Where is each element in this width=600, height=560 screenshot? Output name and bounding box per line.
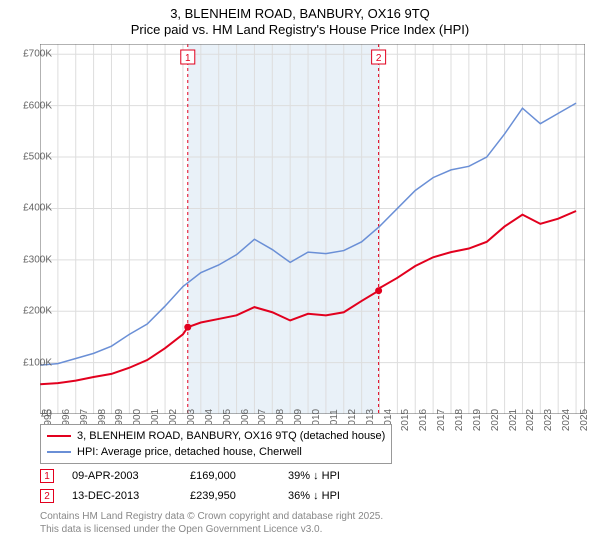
title-block: 3, BLENHEIM ROAD, BANBURY, OX16 9TQ Pric… bbox=[0, 0, 600, 39]
chart-container: 3, BLENHEIM ROAD, BANBURY, OX16 9TQ Pric… bbox=[0, 0, 600, 560]
svg-text:2: 2 bbox=[376, 53, 382, 64]
x-tick-label: 2017 bbox=[436, 409, 447, 431]
sale-markers-table: 1 09-APR-2003 £169,000 39% ↓ HPI 2 13-DE… bbox=[40, 466, 378, 506]
credits-line1: Contains HM Land Registry data © Crown c… bbox=[40, 510, 383, 523]
line-chart: 12 bbox=[40, 44, 585, 414]
legend-item-hpi: HPI: Average price, detached house, Cher… bbox=[47, 444, 385, 460]
sale-marker-price-1: £169,000 bbox=[190, 470, 270, 482]
legend-label-property: 3, BLENHEIM ROAD, BANBURY, OX16 9TQ (det… bbox=[77, 430, 385, 442]
y-tick-label: £300K bbox=[23, 254, 52, 265]
sale-marker-price-2: £239,950 bbox=[190, 490, 270, 502]
x-tick-label: 2022 bbox=[525, 409, 536, 431]
y-tick-label: £600K bbox=[23, 100, 52, 111]
sale-marker-date-1: 09-APR-2003 bbox=[72, 470, 172, 482]
svg-text:1: 1 bbox=[185, 53, 191, 64]
credits: Contains HM Land Registry data © Crown c… bbox=[40, 510, 383, 536]
x-tick-label: 2018 bbox=[454, 409, 465, 431]
y-tick-label: £500K bbox=[23, 152, 52, 163]
legend: 3, BLENHEIM ROAD, BANBURY, OX16 9TQ (det… bbox=[40, 424, 392, 464]
credits-line2: This data is licensed under the Open Gov… bbox=[40, 523, 383, 536]
chart-area: 12 bbox=[40, 44, 585, 414]
title-subtitle: Price paid vs. HM Land Registry's House … bbox=[0, 22, 600, 37]
y-tick-label: £100K bbox=[23, 357, 52, 368]
sale-marker-row-1: 1 09-APR-2003 £169,000 39% ↓ HPI bbox=[40, 466, 378, 486]
x-tick-label: 2019 bbox=[472, 409, 483, 431]
y-tick-label: £700K bbox=[23, 49, 52, 60]
sale-marker-badge-2: 2 bbox=[40, 489, 54, 503]
sale-marker-vshpi-1: 39% ↓ HPI bbox=[288, 470, 378, 482]
x-tick-label: 2015 bbox=[400, 409, 411, 431]
x-tick-label: 2024 bbox=[561, 409, 572, 431]
x-tick-label: 2025 bbox=[579, 409, 590, 431]
legend-swatch-hpi bbox=[47, 451, 71, 453]
x-tick-label: 2020 bbox=[490, 409, 501, 431]
title-address: 3, BLENHEIM ROAD, BANBURY, OX16 9TQ bbox=[0, 6, 600, 21]
sale-marker-date-2: 13-DEC-2013 bbox=[72, 490, 172, 502]
legend-swatch-property bbox=[47, 435, 71, 437]
x-tick-label: 2021 bbox=[508, 409, 519, 431]
sale-marker-badge-1: 1 bbox=[40, 469, 54, 483]
x-tick-label: 2023 bbox=[543, 409, 554, 431]
x-tick-label: 2016 bbox=[418, 409, 429, 431]
y-tick-label: £400K bbox=[23, 203, 52, 214]
legend-label-hpi: HPI: Average price, detached house, Cher… bbox=[77, 446, 302, 458]
sale-marker-row-2: 2 13-DEC-2013 £239,950 36% ↓ HPI bbox=[40, 486, 378, 506]
y-tick-label: £200K bbox=[23, 306, 52, 317]
sale-marker-vshpi-2: 36% ↓ HPI bbox=[288, 490, 378, 502]
legend-item-property: 3, BLENHEIM ROAD, BANBURY, OX16 9TQ (det… bbox=[47, 428, 385, 444]
